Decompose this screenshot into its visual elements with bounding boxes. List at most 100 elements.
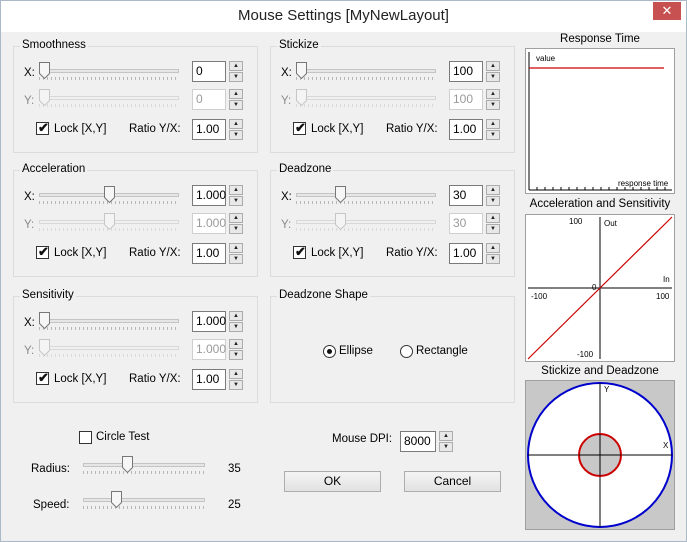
- spin-down-icon[interactable]: ▼: [229, 322, 243, 332]
- slider-thumb[interactable]: [104, 186, 115, 203]
- acceleration-x-field[interactable]: 1.000: [192, 185, 226, 206]
- slider-thumb[interactable]: [335, 186, 346, 203]
- stickize-y-field[interactable]: 100: [449, 89, 483, 110]
- spin-up-icon[interactable]: ▲: [486, 185, 500, 195]
- deadzone-lock-checkbox[interactable]: ✔: [293, 244, 306, 259]
- acceleration-y-field[interactable]: 1.000: [192, 213, 226, 234]
- stickize-x-slider[interactable]: [296, 62, 436, 82]
- slider-thumb[interactable]: [39, 339, 50, 356]
- sensitivity-y-field[interactable]: 1.000: [192, 339, 226, 360]
- acceleration-y-slider[interactable]: [39, 213, 179, 233]
- stickize-x-field[interactable]: 100: [449, 61, 483, 82]
- stickize-lock-label: Lock [X,Y]: [311, 123, 364, 135]
- spin-down-icon[interactable]: ▼: [486, 224, 500, 234]
- acceleration-lock-checkbox[interactable]: ✔: [36, 244, 49, 259]
- speed-slider[interactable]: [83, 491, 205, 511]
- spin-up-icon[interactable]: ▲: [486, 119, 500, 129]
- sensitivity-x-field[interactable]: 1.000: [192, 311, 226, 332]
- spin-up-icon[interactable]: ▲: [229, 119, 243, 129]
- stickize-lock-checkbox[interactable]: ✔: [293, 120, 306, 135]
- slider-thumb[interactable]: [296, 62, 307, 79]
- spin-up-icon[interactable]: ▲: [229, 311, 243, 321]
- smoothness-x-field[interactable]: 0: [192, 61, 226, 82]
- spin-down-icon[interactable]: ▼: [229, 380, 243, 390]
- spin-down-icon[interactable]: ▼: [439, 442, 453, 452]
- spin-up-icon[interactable]: ▲: [486, 213, 500, 223]
- smoothness-ratio-field[interactable]: 1.00: [192, 119, 226, 140]
- spin-down-icon[interactable]: ▼: [229, 196, 243, 206]
- ok-button[interactable]: OK: [284, 471, 381, 492]
- slider-thumb[interactable]: [39, 62, 50, 79]
- smoothness-y-slider[interactable]: [39, 89, 179, 109]
- spin-up-icon[interactable]: ▲: [439, 431, 453, 441]
- deadzone-x-slider[interactable]: [296, 186, 436, 206]
- sensitivity-lock-label: Lock [X,Y]: [54, 373, 107, 385]
- slider-thumb[interactable]: [39, 89, 50, 106]
- deadzone-x-label: X:: [281, 191, 292, 203]
- spin-down-icon[interactable]: ▼: [486, 130, 500, 140]
- spin-up-icon[interactable]: ▲: [229, 213, 243, 223]
- smoothness-lock-checkbox[interactable]: ✔: [36, 120, 49, 135]
- spin-up-icon[interactable]: ▲: [229, 243, 243, 253]
- smoothness-x-slider[interactable]: [39, 62, 179, 82]
- spin-up-icon[interactable]: ▲: [229, 185, 243, 195]
- sensitivity-y-slider[interactable]: [39, 339, 179, 359]
- spin-down-icon[interactable]: ▼: [486, 100, 500, 110]
- sensitivity-x-slider[interactable]: [39, 312, 179, 332]
- spin-up-icon[interactable]: ▲: [229, 61, 243, 71]
- slider-thumb[interactable]: [39, 312, 50, 329]
- spin-down-icon[interactable]: ▼: [229, 72, 243, 82]
- deadzone-ratio-field[interactable]: 1.00: [449, 243, 483, 264]
- smoothness-lock-label: Lock [X,Y]: [54, 123, 107, 135]
- slider-thumb[interactable]: [296, 89, 307, 106]
- spin-down-icon[interactable]: ▼: [229, 100, 243, 110]
- spin-down-icon[interactable]: ▼: [229, 350, 243, 360]
- slider-thumb[interactable]: [335, 213, 346, 230]
- close-button[interactable]: ✕: [653, 2, 681, 20]
- sensitivity-group: Sensitivity X: 1.000 ▲ ▼ Y: 1.000 ▲ ▼ ✔ …: [13, 289, 258, 403]
- slider-thumb[interactable]: [111, 491, 122, 508]
- sensitivity-ratio-field[interactable]: 1.00: [192, 369, 226, 390]
- spin-up-icon[interactable]: ▲: [229, 89, 243, 99]
- accel-origin-label: 0: [592, 283, 597, 292]
- spin-down-icon[interactable]: ▼: [229, 224, 243, 234]
- deadzone-shape-group: Deadzone Shape Ellipse Rectangle: [270, 289, 515, 403]
- mouse-dpi-field[interactable]: 8000: [400, 431, 436, 452]
- slider-rail: [39, 346, 179, 350]
- spin-down-icon[interactable]: ▼: [229, 130, 243, 140]
- spin-up-icon[interactable]: ▲: [229, 339, 243, 349]
- spin-down-icon[interactable]: ▼: [486, 196, 500, 206]
- spin-up-icon[interactable]: ▲: [486, 89, 500, 99]
- stickize-y-slider[interactable]: [296, 89, 436, 109]
- spin-up-icon[interactable]: ▲: [229, 369, 243, 379]
- rectangle-radio[interactable]: [400, 345, 413, 358]
- slider-thumb[interactable]: [104, 213, 115, 230]
- acceleration-title: Acceleration: [20, 163, 88, 175]
- acceleration-ratio-field[interactable]: 1.00: [192, 243, 226, 264]
- smoothness-y-field[interactable]: 0: [192, 89, 226, 110]
- spin-up-icon[interactable]: ▲: [486, 243, 500, 253]
- accel-out-label: Out: [604, 219, 617, 228]
- speed-label: Speed:: [33, 499, 70, 511]
- acceleration-group: Acceleration X: 1.000 ▲ ▼ Y: 1.000 ▲ ▼ ✔…: [13, 163, 258, 277]
- cancel-button[interactable]: Cancel: [404, 471, 501, 492]
- radius-slider[interactable]: [83, 456, 205, 476]
- deadzone-y-field[interactable]: 30: [449, 213, 483, 234]
- deadzone-y-slider[interactable]: [296, 213, 436, 233]
- spin-up-icon[interactable]: ▲: [486, 61, 500, 71]
- ellipse-radio[interactable]: [323, 345, 336, 358]
- deadzone-x-field[interactable]: 30: [449, 185, 483, 206]
- spin-down-icon[interactable]: ▼: [486, 72, 500, 82]
- circle-test-checkbox[interactable]: [79, 431, 92, 444]
- sensitivity-lock-checkbox[interactable]: ✔: [36, 370, 49, 385]
- deadzone-shape-title: Deadzone Shape: [277, 289, 370, 301]
- check-icon: ✔: [38, 370, 49, 385]
- slider-thumb[interactable]: [122, 456, 133, 473]
- spin-down-icon[interactable]: ▼: [486, 254, 500, 264]
- spin-down-icon[interactable]: ▼: [229, 254, 243, 264]
- stickize-ratio-field[interactable]: 1.00: [449, 119, 483, 140]
- smoothness-title: Smoothness: [20, 39, 88, 51]
- acceleration-ratio-label: Ratio Y/X:: [129, 247, 181, 259]
- slider-rail: [39, 96, 179, 100]
- acceleration-x-slider[interactable]: [39, 186, 179, 206]
